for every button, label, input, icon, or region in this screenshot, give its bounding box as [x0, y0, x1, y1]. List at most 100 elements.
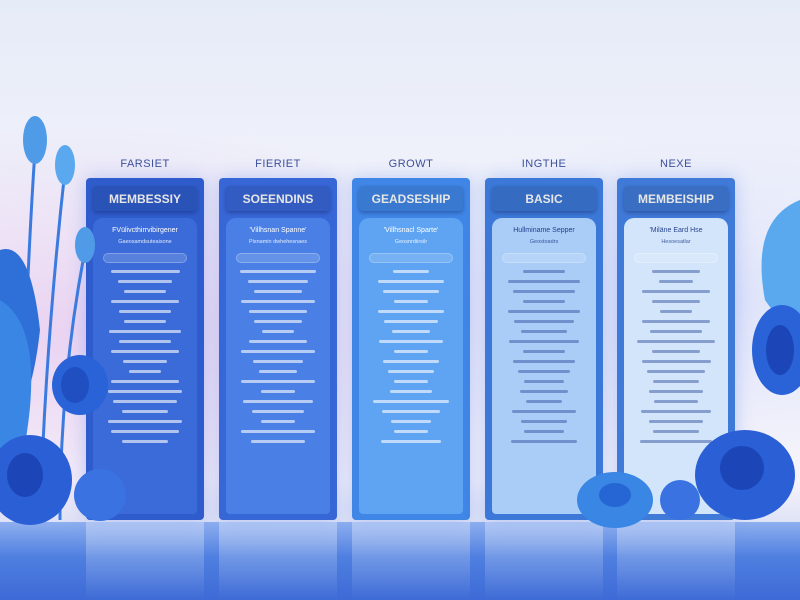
membership-card[interactable]: GEADSESHIP 'Villhsnacl Sparte' Geosnrdii… — [352, 178, 470, 520]
plan-title: MEMBESSIY — [93, 186, 197, 211]
reflective-floor — [0, 522, 800, 600]
column-top-label: FIERIET — [255, 158, 301, 170]
divider — [236, 253, 320, 263]
feature-line — [109, 330, 181, 333]
membership-card[interactable]: SOEENDINS 'Villhsnan Spanne' Pisnamin dw… — [219, 178, 337, 520]
membership-card[interactable]: MEMBESSIY FVülivcthirrvibirgener Gaeosam… — [86, 178, 204, 520]
plan-title: GEADSESHIP — [359, 186, 463, 211]
feature-line — [251, 440, 305, 443]
feature-line — [641, 290, 711, 293]
column-top-label: GROWT — [388, 158, 434, 170]
feature-line — [525, 400, 563, 403]
plan-subtitle: 'Villhsnacl Sparte' — [383, 227, 439, 234]
divider — [502, 253, 586, 263]
feature-line — [650, 330, 702, 333]
feature-line — [659, 280, 693, 283]
flower-decoration-right — [577, 200, 800, 528]
feature-line — [513, 290, 575, 293]
plan-title: BASIC — [492, 186, 596, 211]
divider — [369, 253, 453, 263]
feature-line — [124, 320, 166, 323]
feature-line — [652, 350, 700, 353]
feature-line — [377, 280, 445, 283]
plan-subtitle: 'Miläne Eard Hse — [649, 227, 703, 234]
feature-line — [391, 330, 431, 333]
divider — [634, 253, 718, 263]
feature-line — [372, 400, 450, 403]
feature-line — [523, 430, 565, 433]
flower-decoration-left — [0, 116, 126, 525]
feature-panel: 'Villhsnan Spanne' Pisnamin dwhehesnaes — [226, 218, 330, 514]
feature-line — [240, 300, 316, 303]
column-top-label: INGTHE — [521, 158, 567, 170]
feature-line — [111, 430, 179, 433]
plan-description: Geostoadrs — [529, 239, 559, 245]
feature-line — [260, 390, 296, 393]
feature-line — [123, 290, 167, 293]
feature-line — [253, 290, 303, 293]
plan-subtitle: FVülivcthirrvibirgener — [112, 227, 178, 234]
feature-line — [241, 380, 315, 383]
feature-line — [521, 330, 567, 333]
feature-line — [393, 430, 429, 433]
feature-line — [640, 410, 712, 413]
feature-line — [118, 280, 172, 283]
feature-line — [110, 270, 180, 273]
feature-line — [507, 280, 581, 283]
feature-line — [118, 310, 172, 313]
feature-line — [240, 270, 316, 273]
feature-line — [649, 420, 703, 423]
feature-line — [113, 400, 177, 403]
feature-line — [652, 380, 700, 383]
feature-line — [523, 380, 565, 383]
feature-panel: FVülivcthirrvibirgener Gaeosamdsuteaison… — [93, 218, 197, 514]
feature-line — [393, 300, 429, 303]
feature-line — [383, 320, 439, 323]
feature-line — [523, 350, 565, 353]
feature-line — [248, 310, 308, 313]
feature-line — [261, 330, 295, 333]
feature-line — [111, 380, 179, 383]
feature-line — [260, 420, 296, 423]
feature-line — [119, 340, 171, 343]
feature-line — [123, 360, 167, 363]
divider — [103, 253, 187, 263]
feature-line — [253, 360, 303, 363]
feature-line — [641, 360, 711, 363]
feature-line — [382, 360, 440, 363]
feature-line — [510, 440, 578, 443]
feature-line — [637, 340, 715, 343]
feature-line — [249, 340, 307, 343]
feature-line — [241, 430, 315, 433]
feature-line — [508, 340, 580, 343]
feature-line — [642, 320, 710, 323]
feature-line — [518, 370, 570, 373]
column-top-label: NEXE — [660, 158, 692, 170]
plan-description: Gaeosamdsuteaisone — [118, 239, 172, 245]
feature-line — [108, 420, 182, 423]
plan-description: Geosnrdiirsilr — [394, 239, 428, 245]
feature-line — [254, 320, 302, 323]
feature-line — [258, 370, 298, 373]
feature-line — [523, 300, 565, 303]
feature-line — [110, 300, 180, 303]
plan-subtitle: Hullminame Sepper — [513, 227, 575, 234]
feature-line — [378, 310, 444, 313]
feature-line — [513, 320, 575, 323]
membership-card[interactable]: BASIC Hullminame Sepper Geostoadrs — [485, 178, 603, 520]
plan-title: SOEENDINS — [226, 186, 330, 211]
feature-line — [248, 280, 308, 283]
feature-line — [390, 390, 432, 393]
column-top-label: FARSIET — [120, 158, 170, 170]
feature-panel: 'Villhsnacl Sparte' Geosnrdiirsilr — [359, 218, 463, 514]
feature-line — [378, 340, 444, 343]
feature-line — [520, 420, 568, 423]
feature-line — [651, 270, 701, 273]
plan-subtitle: 'Villhsnan Spanne' — [249, 227, 307, 234]
feature-line — [508, 310, 580, 313]
feature-line — [639, 440, 713, 443]
feature-line — [652, 430, 700, 433]
feature-line — [243, 400, 313, 403]
feature-line — [511, 410, 577, 413]
plan-description: Pisnamin dwhehesnaes — [248, 239, 308, 245]
